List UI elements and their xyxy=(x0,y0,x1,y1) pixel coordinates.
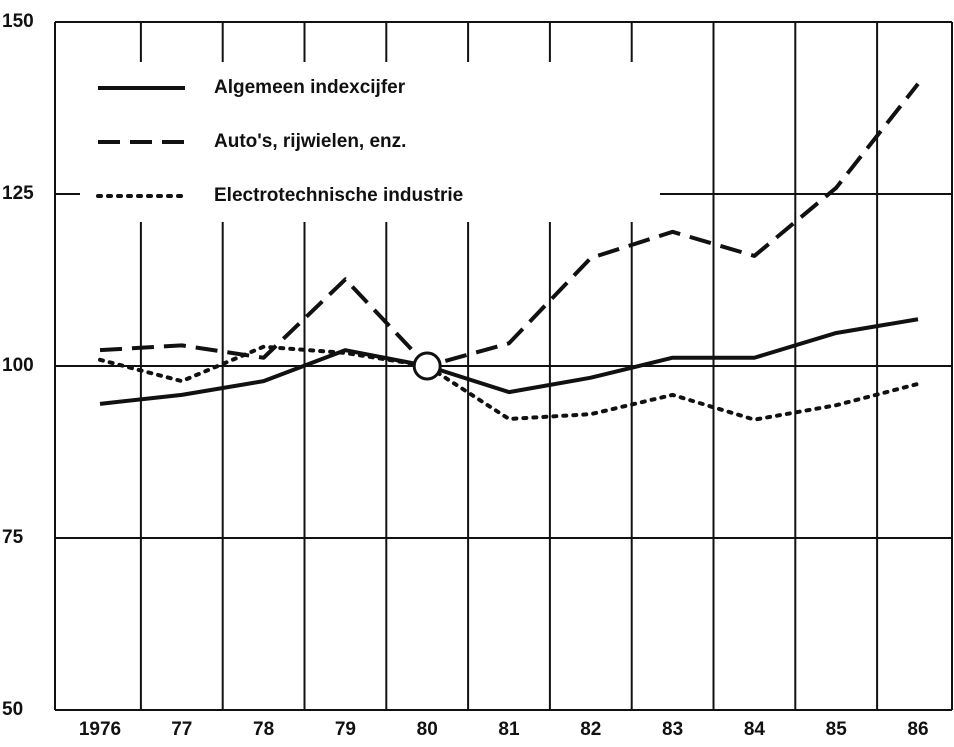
x-tick-label: 79 xyxy=(335,719,356,740)
x-tick-label: 86 xyxy=(907,719,928,740)
y-tick-label: 50 xyxy=(2,699,23,720)
x-tick-label: 82 xyxy=(580,719,601,740)
plot xyxy=(98,82,920,422)
x-tick-label: 78 xyxy=(253,719,274,740)
base-marker xyxy=(412,351,442,381)
y-tick-label: 150 xyxy=(2,11,34,32)
legend-label: Algemeen indexcijfer xyxy=(214,77,406,98)
y-tick-label: 75 xyxy=(2,527,24,548)
series-line xyxy=(98,344,920,422)
x-tick-label: 80 xyxy=(417,719,438,740)
x-tick-label: 83 xyxy=(662,719,683,740)
series-line xyxy=(99,317,919,406)
legend-label: Auto's, rijwielen, enz. xyxy=(214,131,406,152)
x-tick-label: 77 xyxy=(171,719,192,740)
y-tick-label: 100 xyxy=(2,355,34,376)
y-tick-label: 125 xyxy=(2,183,34,204)
series-line xyxy=(99,82,920,368)
x-tick-label: 84 xyxy=(744,719,766,740)
x-tick-label: 81 xyxy=(498,719,520,740)
x-tick-label: 1976 xyxy=(79,719,121,740)
legend-label: Electrotechnische industrie xyxy=(214,185,463,206)
x-tick-label: 85 xyxy=(826,719,848,740)
